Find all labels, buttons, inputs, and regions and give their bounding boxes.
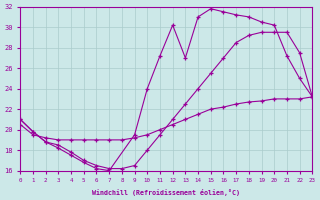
X-axis label: Windchill (Refroidissement éolien,°C): Windchill (Refroidissement éolien,°C) xyxy=(92,189,240,196)
